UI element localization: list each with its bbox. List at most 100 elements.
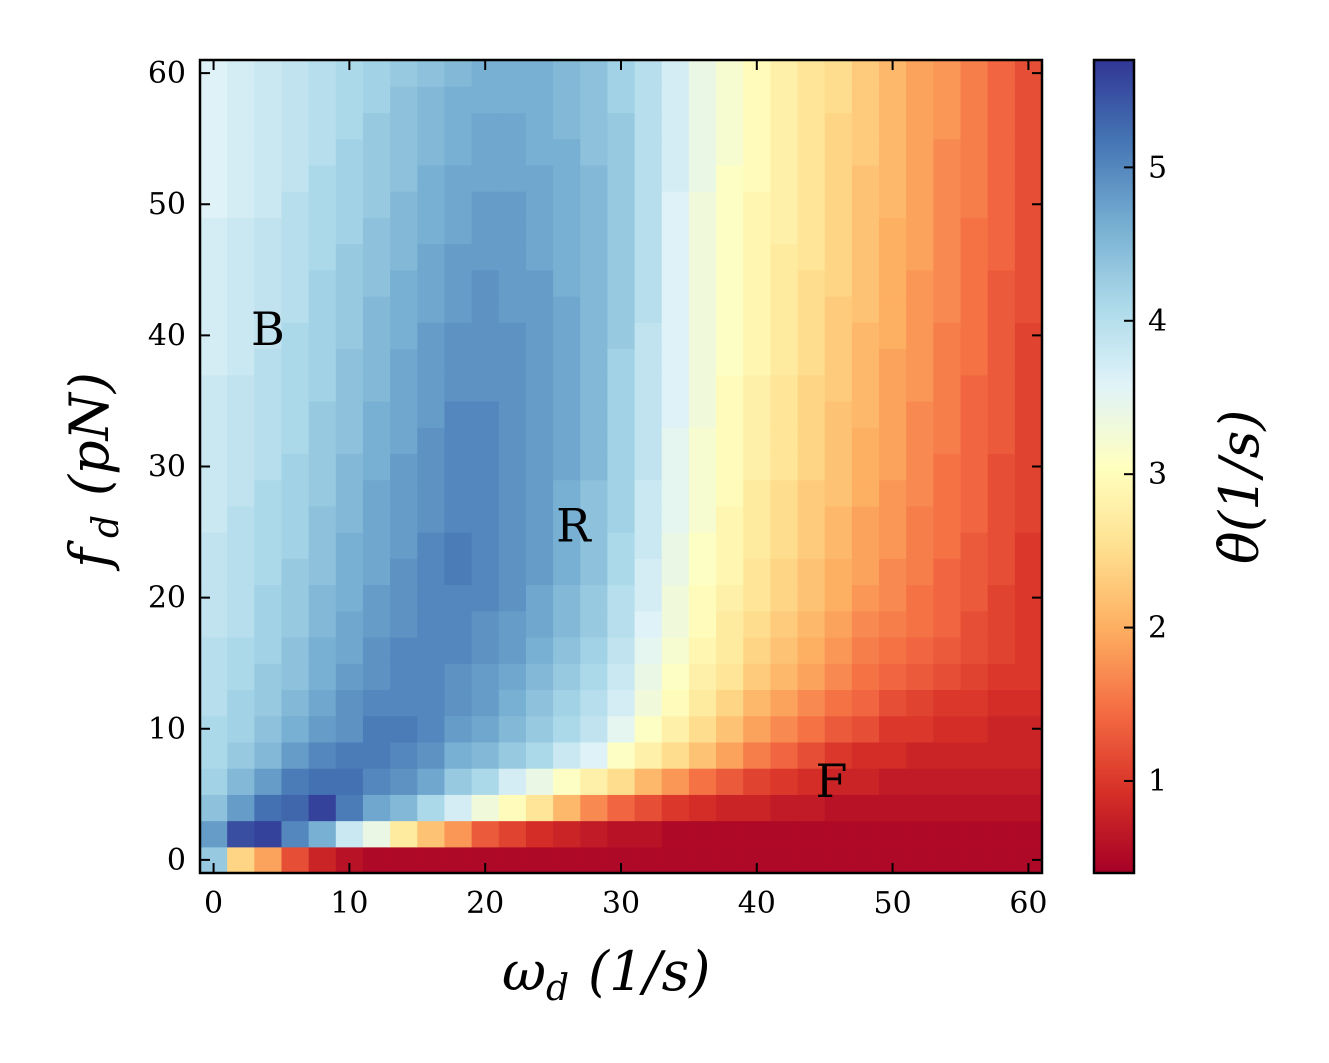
heatmap-cell [634,191,663,218]
heatmap-cell [580,60,609,87]
heatmap-cell [770,794,799,822]
heatmap-cell [879,400,907,428]
heatmap-cell [417,374,446,402]
heatmap-cell [851,663,880,691]
heatmap-cell [716,86,744,114]
heatmap-cell [444,60,473,87]
heatmap-cell [906,400,934,428]
heatmap-cell [634,558,663,586]
heatmap-cell [417,348,446,376]
heatmap-cell [797,846,826,874]
heatmap-cell [417,663,446,691]
x-tick-label: 30 [602,886,640,921]
heatmap-cell [770,191,799,218]
heatmap-cell [553,794,581,822]
heatmap-cell [634,348,663,376]
heatmap-cell [960,400,989,428]
heatmap-cell [227,505,255,533]
heatmap-cell [471,217,500,245]
heatmap-cell [254,191,283,218]
heatmap-cell [906,191,934,218]
heatmap-cell [335,532,364,559]
heatmap-cell [607,86,636,114]
heatmap-cell [281,610,310,638]
heatmap-cell [851,217,880,245]
heatmap-cell [607,768,636,795]
heatmap-cell [580,400,609,428]
heatmap-cell [879,820,907,848]
heatmap-cell [417,86,446,114]
heatmap-cell [879,138,907,166]
heatmap-cell [254,86,283,114]
heatmap-cell [1014,269,1043,297]
heatmap-cell [254,60,283,87]
heatmap-cell [634,269,663,297]
heatmap-cell [281,296,310,323]
heatmap-cell [851,794,880,822]
heatmap-cell [525,636,554,664]
heatmap-cell [797,217,826,245]
heatmap-cell [580,610,609,638]
heatmap-cell [390,427,418,454]
heatmap-cell [362,794,391,822]
heatmap-cell [933,86,962,114]
heatmap-cell [824,479,853,507]
heatmap-cell [471,663,500,691]
heatmap-cell [634,532,663,559]
heatmap-cell [580,296,609,323]
heatmap-cell [498,453,527,481]
heatmap-cell [770,164,799,192]
heatmap-cell [417,741,446,769]
heatmap-cell [335,400,364,428]
heatmap-cell [661,400,690,428]
heatmap-cell [987,479,1016,507]
heatmap-cell [390,86,418,114]
heatmap-cell [987,243,1016,271]
heatmap-cell [200,269,228,297]
heatmap-cell [824,348,853,376]
heatmap-cell [281,112,310,140]
heatmap-cell [308,60,337,87]
heatmap-cell [227,86,255,114]
heatmap-cell [688,532,717,559]
heatmap-cell [417,689,446,717]
heatmap-cell [525,479,554,507]
heatmap-cell [390,191,418,218]
heatmap-cell [607,269,636,297]
heatmap-cell [580,217,609,245]
heatmap-cell [661,558,690,586]
heatmap-cell [417,243,446,271]
heatmap-cell [362,505,391,533]
heatmap-cell [797,374,826,402]
heatmap-cell [525,400,554,428]
heatmap-cell [254,374,283,402]
heatmap-cell [335,636,364,664]
heatmap-cell [308,663,337,691]
heatmap-cell [227,558,255,586]
heatmap-cell [851,768,880,795]
heatmap-cell [906,768,934,795]
heatmap-cell [580,479,609,507]
heatmap-cell [525,610,554,638]
heatmap-cell [335,322,364,350]
heatmap-cell [797,505,826,533]
heatmap-cell [471,453,500,481]
heatmap-cell [960,715,989,743]
heatmap-cell [308,322,337,350]
heatmap-cell [797,479,826,507]
heatmap-cell [906,663,934,691]
heatmap-cell [906,427,934,454]
heatmap-cell [743,112,771,140]
heatmap-cell [1014,427,1043,454]
heatmap-cell [906,636,934,664]
heatmap-cell [281,374,310,402]
heatmap-cell [607,715,636,743]
heatmap-cell [390,138,418,166]
heatmap-cell [987,558,1016,586]
heatmap-cell [661,663,690,691]
heatmap-cell [525,558,554,586]
heatmap-cell [770,846,799,874]
heatmap-cell [824,610,853,638]
heatmap-cell [471,636,500,664]
heatmap-cell [498,663,527,691]
